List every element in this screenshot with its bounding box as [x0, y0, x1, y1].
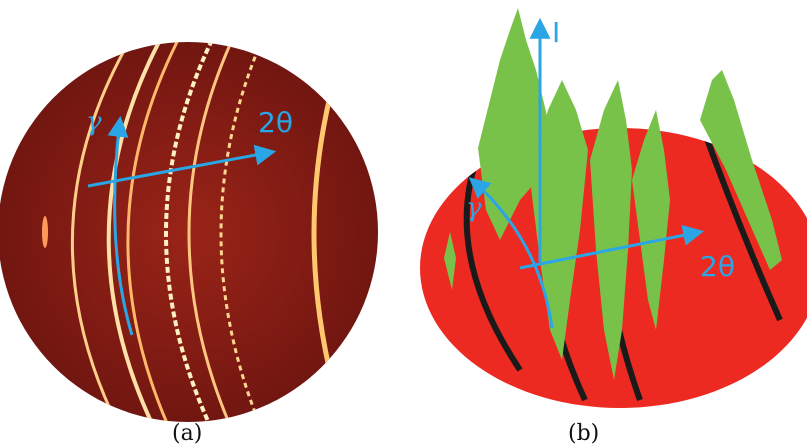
debye-ring-5	[187, 42, 234, 422]
caption-a: (a)	[172, 421, 202, 444]
intensity-label: I	[552, 16, 560, 49]
peak-ridge-1	[478, 8, 556, 240]
panel-a: γ 2θ (a)	[0, 42, 378, 444]
peak-ridge-5	[700, 70, 782, 270]
gamma-arrow-b	[468, 177, 554, 329]
debye-ring-3	[126, 42, 180, 422]
two-theta-arrow	[87, 144, 277, 188]
two-theta-arrow-b	[519, 224, 705, 270]
peak-ridge-3	[590, 80, 632, 380]
panel-b: I 2θ γ (b)	[420, 8, 807, 444]
debye-ring-2	[106, 42, 162, 422]
debye-ring-4	[164, 42, 214, 422]
two-theta-label: 2θ	[258, 106, 293, 139]
gamma-label-b: γ	[466, 193, 482, 223]
caption-b: (b)	[568, 421, 599, 444]
peak-ridge-6	[444, 232, 456, 290]
gamma-arrow	[107, 115, 134, 336]
gamma-label: γ	[86, 107, 102, 137]
debye-ring-1	[70, 42, 132, 422]
two-theta-label-b: 2θ	[700, 250, 735, 283]
intensity-peaks	[444, 8, 782, 380]
beam-spot	[42, 216, 48, 248]
peak-ridge-4	[632, 110, 670, 330]
debye-ring-6	[219, 42, 264, 422]
